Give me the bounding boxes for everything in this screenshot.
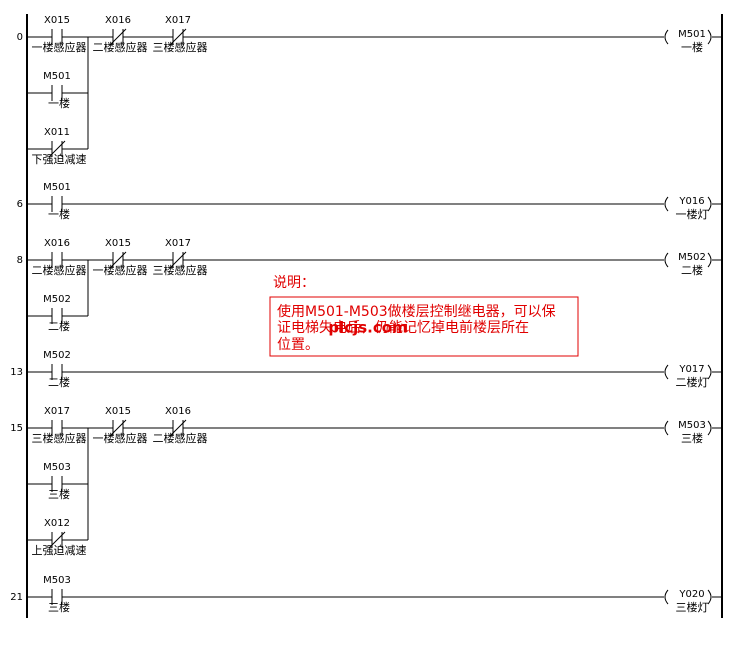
contact-address: X016: [165, 406, 191, 417]
watermark: plcjs.com: [328, 319, 407, 337]
contact-gap: [52, 202, 62, 206]
contact-gap: [52, 91, 62, 95]
contact-slash: [109, 251, 127, 269]
coil-right: [707, 196, 712, 212]
contact-slash: [169, 251, 187, 269]
contact-comment: 下强迫减速: [32, 152, 87, 166]
coil-left: [664, 29, 669, 45]
coil-address: Y016: [678, 196, 704, 207]
contact-gap: [52, 482, 62, 486]
coil-comment: 二楼: [681, 263, 703, 277]
coil-comment: 一楼: [681, 40, 703, 54]
contact-comment: 一楼: [48, 207, 70, 221]
contact-gap: [52, 314, 62, 318]
contact-address: M501: [43, 182, 71, 193]
contact-address: M502: [43, 294, 71, 305]
coil-right: [707, 252, 712, 268]
step-number: 8: [17, 255, 23, 266]
contact-comment: 三楼: [48, 600, 70, 614]
contact-address: X011: [44, 127, 70, 138]
contact-gap: [52, 426, 62, 430]
step-number: 21: [10, 592, 23, 603]
note-title: 说明：: [273, 275, 315, 291]
contact-comment: 一楼感应器: [93, 431, 148, 445]
contact-comment: 一楼感应器: [32, 40, 87, 54]
coil-right: [707, 29, 712, 45]
contact-comment: 二楼感应器: [93, 40, 148, 54]
coil-comment: 三楼灯: [676, 600, 709, 614]
contact-comment: 二楼: [48, 375, 70, 389]
contact-comment: 二楼感应器: [153, 431, 208, 445]
contact-slash: [169, 28, 187, 46]
contact-address: X016: [44, 238, 70, 249]
contact-gap: [52, 595, 62, 599]
note-box: [269, 296, 579, 357]
step-number: 6: [17, 199, 23, 210]
contact-address: X017: [165, 238, 191, 249]
coil-comment: 一楼灯: [676, 207, 709, 221]
contact-address: X017: [165, 15, 191, 26]
contact-gap: [52, 370, 62, 374]
contact-comment: 二楼感应器: [32, 263, 87, 277]
coil-right: [707, 420, 712, 436]
coil-right: [707, 589, 712, 605]
contact-slash: [109, 28, 127, 46]
coil-address: Y020: [678, 589, 704, 600]
contact-comment: 一楼: [48, 96, 70, 110]
coil-left: [664, 420, 669, 436]
contact-address: M503: [43, 462, 71, 473]
contact-address: X015: [105, 238, 131, 249]
coil-comment: 二楼灯: [676, 375, 709, 389]
contact-address: X015: [44, 15, 70, 26]
contact-address: M502: [43, 350, 71, 361]
step-number: 13: [10, 367, 23, 378]
contact-comment: 一楼感应器: [93, 263, 148, 277]
coil-comment: 三楼: [681, 431, 703, 445]
coil-left: [664, 589, 669, 605]
step-number: 15: [10, 423, 23, 434]
coil-left: [664, 252, 669, 268]
contact-gap: [52, 35, 62, 39]
note-line: 证电梯失电后，仍能记忆掉电前楼层所在: [277, 319, 529, 336]
contact-comment: 上强迫减速: [32, 543, 87, 557]
step-number: 0: [17, 32, 23, 43]
contact-comment: 三楼感应器: [153, 40, 208, 54]
contact-comment: 二楼: [48, 319, 70, 333]
coil-left: [664, 196, 669, 212]
contact-comment: 三楼感应器: [32, 431, 87, 445]
coil-address: M503: [678, 420, 706, 431]
contact-slash: [109, 419, 127, 437]
coil-address: M502: [678, 252, 706, 263]
note-line: 使用M501-M503做楼层控制继电器，可以保: [277, 303, 556, 320]
contact-gap: [52, 258, 62, 262]
contact-address: M503: [43, 575, 71, 586]
contact-address: X012: [44, 518, 70, 529]
contact-comment: 三楼: [48, 487, 70, 501]
coil-right: [707, 364, 712, 380]
contact-address: X017: [44, 406, 70, 417]
contact-address: X015: [105, 406, 131, 417]
coil-address: Y017: [678, 364, 704, 375]
coil-address: M501: [678, 29, 706, 40]
contact-address: X016: [105, 15, 131, 26]
note-line: 位置。: [277, 337, 319, 353]
coil-left: [664, 364, 669, 380]
contact-address: M501: [43, 71, 71, 82]
contact-slash: [169, 419, 187, 437]
contact-slash: [48, 140, 66, 158]
contact-comment: 三楼感应器: [153, 263, 208, 277]
contact-slash: [48, 531, 66, 549]
